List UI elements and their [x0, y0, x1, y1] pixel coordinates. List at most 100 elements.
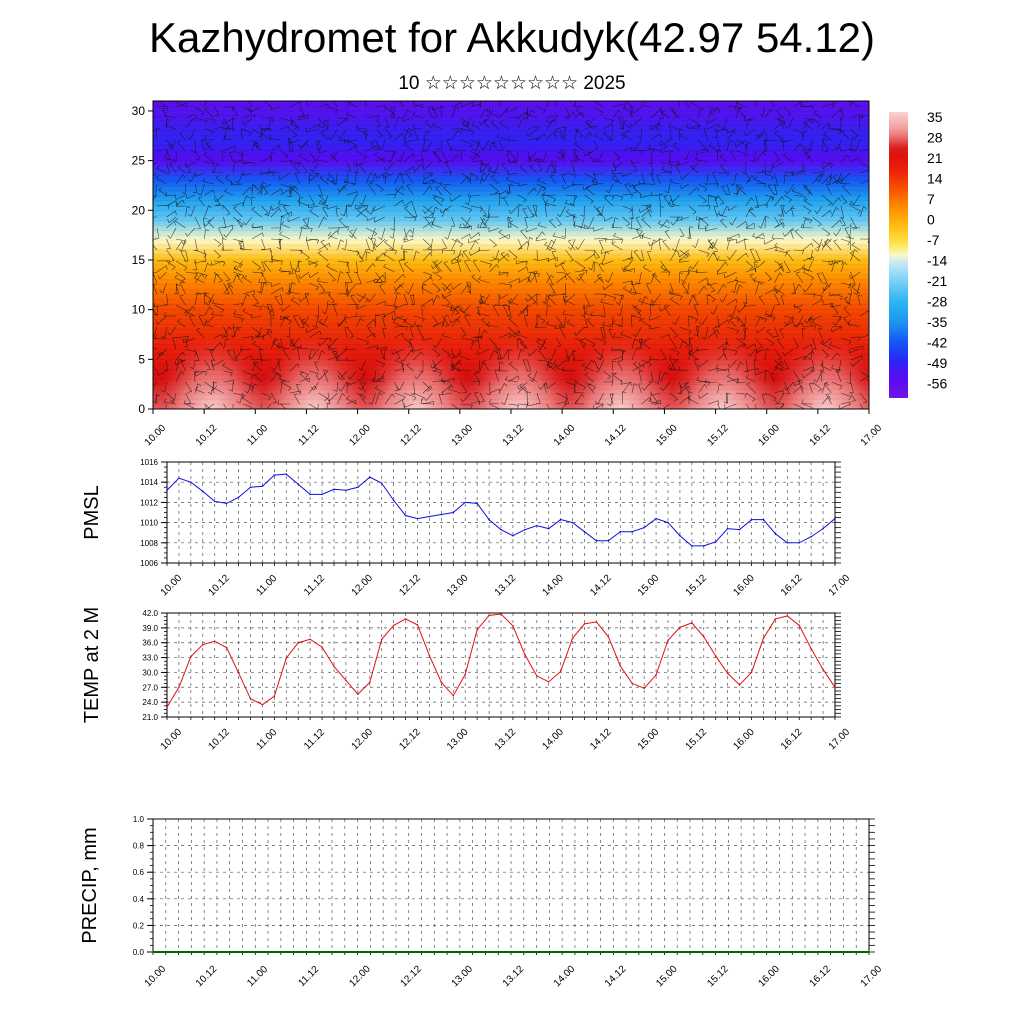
wind-barb — [550, 176, 557, 185]
wind-barb — [680, 135, 690, 141]
temp-panel: 21.024.027.030.033.036.039.042.010.00 10.… — [81, 607, 853, 752]
wind-barb — [308, 123, 320, 130]
data-point — [297, 641, 300, 644]
wind-barb — [441, 171, 452, 174]
wind-barb-flag — [712, 242, 716, 246]
wind-barb-flag — [424, 216, 429, 219]
wind-barb-flag — [373, 233, 378, 237]
wind-barb — [594, 135, 604, 141]
wind-barb-flag — [582, 186, 585, 191]
data-point — [726, 672, 729, 675]
wind-barb — [434, 152, 443, 163]
wind-barb — [587, 152, 595, 163]
wind-barb — [780, 205, 785, 218]
wind-barb — [280, 117, 293, 122]
wind-barb — [327, 106, 338, 111]
wind-barb-flag — [479, 121, 481, 126]
wind-barb-flag — [370, 141, 375, 143]
wind-barb-flag — [805, 408, 806, 409]
data-point — [655, 517, 657, 520]
wind-barb-flag — [366, 205, 369, 210]
wind-barb-flag — [430, 172, 433, 177]
wind-barb — [205, 216, 215, 227]
wind-barb — [859, 170, 869, 174]
wind-barb — [194, 106, 205, 113]
wind-barb-flag — [619, 127, 624, 130]
wind-barb-flag — [770, 98, 774, 99]
wind-barb — [215, 194, 224, 203]
wind-barb-flag — [823, 171, 825, 176]
wind-barb-flag — [844, 227, 849, 229]
wind-barb-flag — [603, 217, 605, 222]
wind-barb-flag — [593, 170, 595, 176]
wind-barb — [168, 216, 177, 224]
wind-barb-flag — [621, 239, 624, 244]
wind-barb-flag — [843, 202, 848, 204]
wind-barb-flag — [394, 194, 396, 199]
heatmap-y-tick-label: 20 — [132, 203, 146, 217]
wind-barb — [516, 150, 519, 163]
wind-barb — [236, 260, 243, 271]
data-point — [631, 530, 634, 533]
y-tick-label: 39.0 — [142, 624, 158, 633]
wind-barb — [155, 177, 167, 185]
wind-barb — [507, 172, 519, 176]
wind-barb — [365, 172, 371, 185]
wind-barb-flag — [776, 108, 781, 111]
wind-barb — [224, 191, 234, 196]
wind-barb-flag — [626, 223, 631, 227]
wind-barb-flag — [211, 168, 214, 173]
wind-barb — [555, 126, 566, 130]
wind-barb-flag — [212, 163, 215, 168]
wind-barb — [406, 185, 414, 196]
wind-barb — [194, 238, 198, 251]
wind-barb-flag — [623, 119, 627, 123]
wind-barb — [211, 260, 224, 266]
wind-barb-flag — [809, 119, 813, 123]
wind-barb — [319, 203, 329, 207]
wind-barb — [156, 106, 169, 108]
data-point — [607, 635, 610, 638]
wind-barb-flag — [385, 172, 390, 175]
data-point — [166, 489, 168, 492]
wind-barb — [518, 183, 528, 187]
wind-barb — [536, 106, 546, 111]
wind-barb-flag — [627, 130, 631, 134]
data-point — [237, 672, 240, 674]
wind-barb — [837, 139, 842, 150]
x-tick-label: 11.00 — [254, 573, 279, 598]
wind-barb — [326, 265, 338, 273]
wind-barb-flag — [859, 115, 864, 118]
wind-barb-flag — [666, 219, 670, 224]
wind-barb — [661, 112, 671, 119]
wind-barb-flag — [782, 121, 786, 126]
wind-barb-flag — [585, 185, 590, 189]
wind-barb — [194, 150, 200, 160]
wind-barb — [508, 161, 519, 163]
data-point — [702, 635, 705, 638]
wind-barb-flag — [461, 149, 466, 152]
wind-barb — [394, 189, 405, 196]
wind-barb — [346, 205, 348, 218]
wind-barb — [206, 143, 215, 152]
wind-barb-flag — [717, 211, 720, 215]
x-tick-label: 15.12 — [684, 726, 710, 752]
wind-barb — [821, 122, 830, 130]
wind-barb-flag — [461, 253, 464, 258]
wind-barb — [211, 172, 224, 174]
wind-barb-flag — [828, 202, 832, 206]
wind-barb-flag — [439, 208, 442, 213]
y-tick-label: 36.0 — [142, 639, 158, 648]
wind-barb-flag — [692, 211, 697, 215]
wind-barb-flag — [738, 106, 743, 109]
colorbar-tick-label: -14 — [927, 253, 947, 269]
data-point — [190, 481, 192, 484]
wind-barb — [460, 128, 474, 132]
y-tick-label: 1016 — [140, 458, 158, 467]
wind-barb-flag — [826, 233, 831, 237]
wind-barb — [859, 179, 869, 185]
wind-barb — [367, 216, 376, 221]
wind-barb — [764, 108, 771, 119]
wind-barb-flag — [365, 95, 369, 96]
wind-barb-flag — [263, 98, 267, 100]
